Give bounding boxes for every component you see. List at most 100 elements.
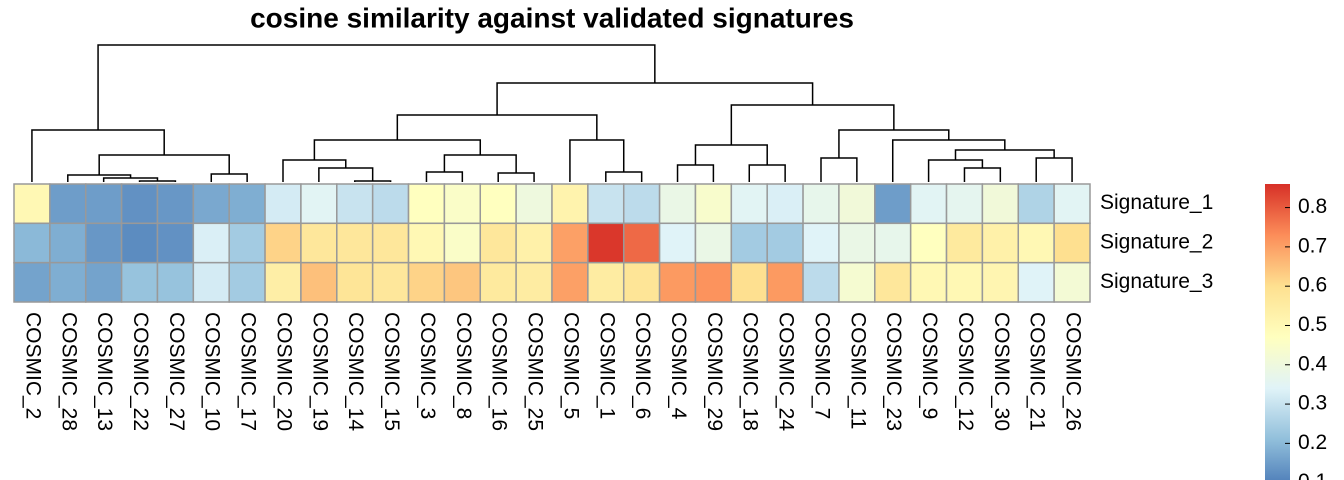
cell [336,183,374,225]
dendrogram-branch [31,129,165,182]
cell [730,222,768,264]
cell [909,222,948,264]
dendrogram-branch [98,154,230,175]
column-label: COSMIC_1 [595,312,618,419]
column-label: COSMIC_27 [165,312,188,431]
cell [587,183,625,225]
cell [730,183,768,225]
cell [838,222,876,264]
column-label: COSMIC_12 [954,312,977,431]
cell [300,183,338,225]
dendrogram-branch [748,164,786,182]
legend-tick-label: 0.5 [1298,313,1327,336]
dendrogram [31,44,1073,182]
legend-tick-label: 0.1 [1298,470,1327,480]
column-label: COSMIC_17 [237,312,260,431]
dendrogram-branch [820,157,858,182]
cell [981,222,1020,264]
cell [874,183,912,225]
dendrogram-branch [605,171,643,182]
column-label: COSMIC_23 [882,312,905,431]
cell [766,222,804,264]
column-label: COSMIC_6 [631,312,654,419]
cell [443,183,482,225]
dendrogram-branch [927,159,984,182]
dendrogram-branch [138,180,177,182]
cell [909,261,948,303]
dendrogram-branch [313,139,482,160]
cell [264,183,302,225]
cell [228,183,266,225]
cell [192,183,230,225]
cell [120,261,159,303]
cell [156,222,195,264]
cell [300,222,338,264]
column-label: COSMIC_11 [846,312,869,429]
cell [551,183,589,225]
chart-title: cosine similarity against validated sign… [250,2,854,33]
column-label: COSMIC_22 [129,312,152,431]
column-label: COSMIC_3 [416,312,439,419]
legend-tick-label: 0.2 [1298,431,1327,454]
cell [515,183,553,225]
cell [84,261,123,303]
cell [766,183,804,225]
cell [874,222,912,264]
dendrogram-branch [443,154,517,173]
cell [515,261,553,303]
cell [443,261,482,303]
cell [84,222,123,264]
cell [264,222,302,264]
cell [622,222,661,264]
cell [192,261,230,303]
cell [120,183,159,225]
cell [802,261,840,303]
row-label: Signature_2 [1100,231,1213,254]
cell [228,261,266,303]
column-label: COSMIC_18 [739,312,762,431]
column-label: COSMIC_21 [1026,312,1049,431]
column-label: COSMIC_24 [775,312,798,431]
cell [156,183,195,225]
cell [1017,222,1055,264]
dendrogram-branch [569,139,625,182]
cell [874,261,912,303]
dendrogram-branch [318,167,374,182]
cell [838,261,876,303]
cell [479,261,517,303]
dendrogram-branch [838,129,950,158]
cell [730,261,768,303]
column-label: COSMIC_29 [703,312,726,431]
cell [407,222,446,264]
cell [622,261,661,303]
cell [49,183,87,225]
dendrogram-branch [353,180,392,182]
cell [13,183,51,225]
dendrogram-branch [497,172,535,182]
cell [371,183,410,225]
cell [49,222,87,264]
dendrogram-branch [396,114,598,140]
column-label: COSMIC_14 [344,312,367,431]
cell [1017,183,1055,225]
cell [120,222,159,264]
cell [84,183,123,225]
cell [336,261,374,303]
column-label: COSMIC_5 [559,312,582,419]
column-label: COSMIC_2 [21,312,44,419]
cell [945,261,984,303]
cell [13,222,51,264]
cell [407,183,446,225]
cell [551,261,589,303]
cell [515,222,553,264]
cell [981,261,1020,303]
cell [300,261,338,303]
legend-tick-label: 0.3 [1298,392,1327,415]
cell [766,261,804,303]
dendrogram-branch [891,139,1006,182]
cell [945,222,984,264]
cell [192,222,230,264]
cell [336,222,374,264]
column-label: COSMIC_28 [57,312,80,431]
